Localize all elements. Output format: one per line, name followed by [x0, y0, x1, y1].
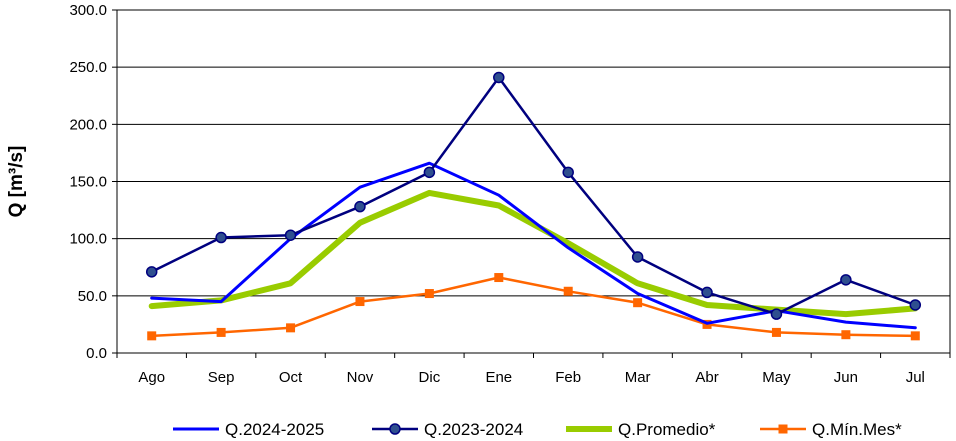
grid-lines [117, 9, 950, 354]
data-point [840, 274, 852, 286]
data-point [494, 273, 504, 283]
series-0 [150, 161, 917, 330]
data-point [633, 298, 643, 308]
data-point [147, 331, 157, 341]
legend-marker [389, 423, 401, 435]
data-point [562, 166, 574, 179]
data-point [354, 200, 366, 213]
y-axis-label: Q [m³/s] [6, 146, 27, 218]
data-point [909, 299, 922, 311]
legend-item: Q.2024-2025 [173, 420, 324, 439]
x-tick-label: Jun [834, 369, 858, 386]
x-tick-label: Oct [279, 369, 303, 386]
x-tick-label: May [762, 369, 791, 386]
legend-label: Q.Mín.Mes* [812, 420, 902, 439]
legend: Q.2024-2025 Q.2023-2024 Q.Promedio* Q.Mín.M… [173, 420, 902, 439]
series-line [150, 161, 917, 330]
series-3 [147, 273, 920, 341]
data-point [424, 289, 434, 299]
series-2 [148, 189, 919, 318]
y-tick-label: 150.0 [69, 174, 107, 191]
x-tick-label: Dic [419, 369, 441, 386]
x-tick-label: Nov [347, 369, 374, 386]
legend-item: Q.2023-2024 [372, 420, 523, 439]
x-tick-label: Jul [906, 369, 925, 386]
legend-label: Q.2023-2024 [424, 420, 523, 439]
y-tick-label: 0.0 [86, 345, 107, 362]
x-tick-label: Mar [625, 369, 651, 386]
y-tick-label: 300.0 [69, 2, 107, 19]
series-line [150, 276, 917, 338]
data-point [423, 166, 436, 179]
y-tick-label: 200.0 [69, 116, 107, 133]
legend-item: Q.Mín.Mes* [760, 420, 902, 439]
data-point [215, 231, 227, 244]
x-tick-label: Abr [695, 369, 718, 386]
series-line [150, 76, 917, 316]
legend-item: Q.Promedio* [566, 420, 716, 439]
y-tick-label: 100.0 [69, 231, 107, 248]
data-point [216, 327, 226, 337]
data-point [284, 229, 297, 241]
series-line [148, 189, 919, 318]
x-tick-label: Ago [138, 369, 165, 386]
legend-label: Q.2024-2025 [225, 420, 324, 439]
data-point [701, 286, 713, 299]
y-tick-label: 250.0 [69, 59, 107, 76]
data-point [771, 327, 781, 337]
y-axis-ticks: 0.0 50.0 100.0 150.0 200.0 250.0 300.0 [69, 2, 117, 362]
data-point [631, 251, 644, 263]
y-tick-label: 50.0 [78, 288, 107, 305]
legend-marker [778, 424, 788, 434]
x-axis-ticks: Ago Sep Oct Nov Dic Ene Feb Mar Abr May Jun Jul [116, 353, 951, 386]
data-point [355, 297, 365, 307]
legend-label: Q.Promedio* [618, 420, 716, 439]
x-tick-label: Sep [208, 369, 235, 386]
data-point [910, 331, 920, 341]
series-1 [145, 71, 922, 320]
data-point [770, 308, 783, 320]
series-group [145, 71, 922, 341]
data-point [286, 323, 296, 333]
x-tick-label: Ene [485, 369, 512, 386]
x-tick-label: Feb [555, 369, 581, 386]
data-point [145, 266, 158, 278]
data-point [841, 330, 851, 340]
plot-frame [116, 9, 951, 354]
data-point [563, 286, 573, 296]
data-point [493, 71, 505, 84]
